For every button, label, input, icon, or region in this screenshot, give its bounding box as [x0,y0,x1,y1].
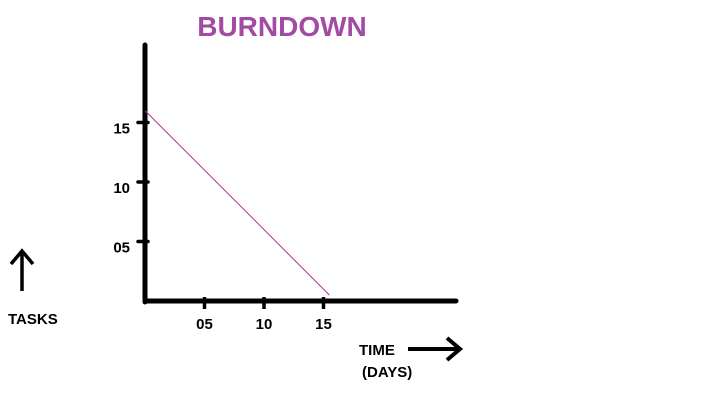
y-tick-label: 10 [113,180,130,197]
x-axis-ticks: 05 10 15 [196,297,332,333]
up-arrow-icon [9,248,35,291]
x-tick-label: 10 [256,316,273,333]
y-axis-ticks: 05 10 15 [113,121,150,257]
burndown-line [144,110,330,296]
series-layer [144,110,330,296]
x-tick-label: 05 [196,316,213,333]
chart-title: BURNDOWN [197,11,367,42]
y-axis-label: TASKS [8,311,58,328]
x-axis-unit-label: (DAYS) [362,364,412,381]
x-axis-label: TIME [359,342,395,359]
x-tick-label: 15 [315,316,332,333]
y-tick-label: 05 [113,240,130,257]
y-tick-label: 15 [113,121,130,138]
right-arrow-icon [408,336,464,362]
